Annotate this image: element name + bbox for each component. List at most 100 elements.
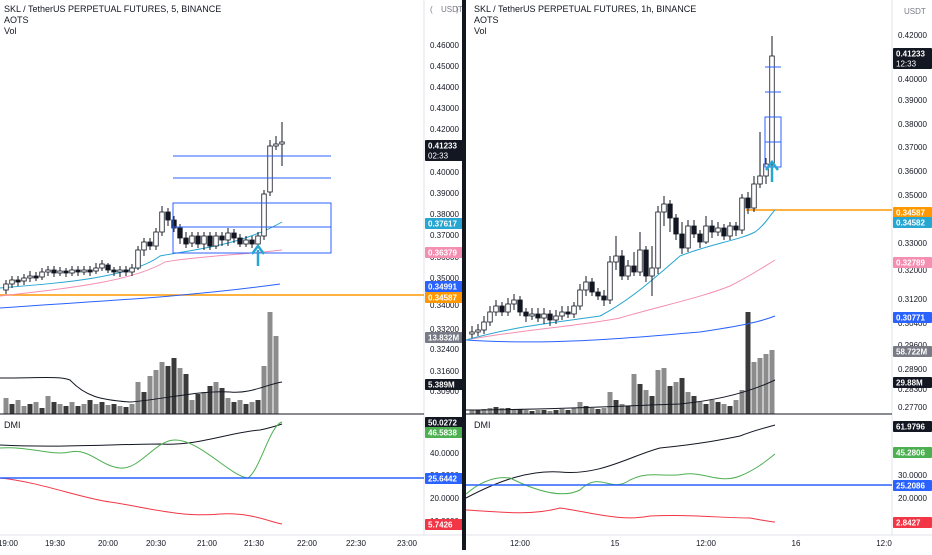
symbol-title[interactable]: SKL / TetherUS PERPETUAL FUTURES, 5, BIN… — [4, 4, 221, 14]
candle[interactable] — [565, 311, 571, 315]
dmi-badge[interactable] — [425, 417, 464, 428]
candle[interactable] — [679, 233, 685, 249]
candle[interactable] — [661, 203, 667, 213]
price-axis[interactable]: USDT 0.420000.410000.400000.390000.38000… — [891, 0, 927, 535]
candle[interactable] — [487, 311, 493, 323]
candle[interactable] — [207, 235, 213, 247]
candle[interactable] — [757, 175, 763, 185]
price-badge[interactable] — [425, 281, 464, 292]
candle[interactable] — [493, 305, 499, 313]
candle[interactable] — [57, 270, 63, 274]
candle[interactable] — [667, 203, 673, 219]
candle[interactable] — [279, 141, 285, 145]
candle[interactable] — [123, 269, 129, 273]
candle[interactable] — [553, 315, 559, 321]
candle[interactable] — [69, 269, 75, 274]
candle[interactable] — [703, 225, 709, 243]
candle[interactable] — [15, 279, 21, 283]
candle[interactable] — [673, 217, 679, 235]
price-badge[interactable] — [893, 377, 932, 388]
candle[interactable] — [541, 313, 547, 319]
price-badge[interactable] — [893, 312, 932, 323]
dmi-label[interactable]: DMI — [4, 420, 21, 430]
candle[interactable] — [697, 233, 703, 243]
candle[interactable] — [523, 311, 529, 317]
candle[interactable] — [709, 225, 715, 233]
candle[interactable] — [751, 183, 757, 209]
pane-separator[interactable] — [462, 0, 466, 550]
left-chart-pane[interactable]: SKL / TetherUS PERPETUAL FUTURES, 5, BIN… — [0, 0, 464, 548]
candle[interactable] — [195, 235, 201, 245]
candle[interactable] — [505, 303, 511, 313]
candle[interactable] — [643, 249, 649, 277]
candle[interactable] — [111, 269, 117, 273]
price-badge[interactable] — [425, 332, 464, 343]
dmi-badge[interactable] — [425, 427, 464, 438]
candle[interactable] — [733, 225, 739, 231]
candle[interactable] — [219, 235, 225, 241]
candle[interactable] — [93, 267, 99, 272]
candle[interactable] — [715, 227, 721, 233]
indicator-label-aots[interactable]: AOTS — [4, 15, 29, 25]
candle[interactable] — [625, 265, 631, 277]
price-badge[interactable] — [425, 379, 464, 390]
candle[interactable] — [613, 255, 619, 263]
candle[interactable] — [261, 193, 267, 237]
candle[interactable] — [63, 270, 69, 274]
candle[interactable] — [745, 197, 751, 209]
candle[interactable] — [535, 313, 541, 319]
candle[interactable] — [577, 289, 583, 307]
candle[interactable] — [267, 145, 273, 193]
candle[interactable] — [81, 269, 87, 273]
indicator-label-vol[interactable]: Vol — [4, 26, 17, 36]
candle[interactable] — [189, 235, 195, 244]
candle[interactable] — [75, 269, 81, 273]
candle[interactable] — [51, 269, 57, 274]
candle[interactable] — [655, 211, 661, 269]
candle[interactable] — [727, 225, 733, 237]
right-chart-pane[interactable]: SKL / TetherUS PERPETUAL FUTURES, 1h, BI… — [465, 0, 932, 548]
candle[interactable] — [631, 265, 637, 273]
dmi-badge[interactable] — [893, 421, 932, 432]
candle[interactable] — [39, 271, 45, 278]
candle[interactable] — [147, 241, 153, 247]
price-badge[interactable] — [425, 247, 464, 258]
price-badge[interactable] — [425, 218, 464, 229]
price-badge[interactable] — [425, 140, 464, 161]
candle[interactable] — [9, 279, 15, 285]
candle[interactable] — [99, 263, 105, 269]
candle[interactable] — [249, 239, 255, 245]
candle[interactable] — [21, 277, 27, 282]
indicator-label-vol[interactable]: Vol — [474, 26, 487, 36]
price-badge[interactable] — [893, 257, 932, 268]
candle[interactable] — [529, 313, 535, 317]
price-badge[interactable] — [893, 207, 932, 218]
dmi-label[interactable]: DMI — [474, 420, 491, 430]
candle[interactable] — [691, 225, 697, 235]
candle[interactable] — [571, 305, 577, 315]
price-badge[interactable] — [893, 217, 932, 228]
candle[interactable] — [243, 239, 249, 245]
candle[interactable] — [231, 232, 237, 239]
candle[interactable] — [511, 299, 517, 305]
candle[interactable] — [165, 211, 171, 221]
candle[interactable] — [213, 235, 219, 247]
candle[interactable] — [183, 237, 189, 245]
candle[interactable] — [739, 197, 745, 231]
candle[interactable] — [475, 329, 481, 333]
candle[interactable] — [201, 235, 207, 245]
dmi-badge[interactable] — [893, 480, 932, 491]
candle[interactable] — [153, 231, 159, 247]
candle[interactable] — [595, 291, 601, 297]
candle[interactable] — [721, 227, 727, 237]
candle[interactable] — [177, 227, 183, 239]
candle[interactable] — [159, 211, 165, 233]
dmi-badge[interactable] — [893, 447, 932, 458]
arrow-up-icon[interactable] — [765, 159, 779, 182]
candle[interactable] — [225, 232, 231, 241]
dmi-badge[interactable] — [425, 519, 464, 530]
candle[interactable] — [583, 281, 589, 291]
candle[interactable] — [481, 321, 487, 331]
candle[interactable] — [33, 275, 39, 279]
candle[interactable] — [45, 269, 51, 273]
